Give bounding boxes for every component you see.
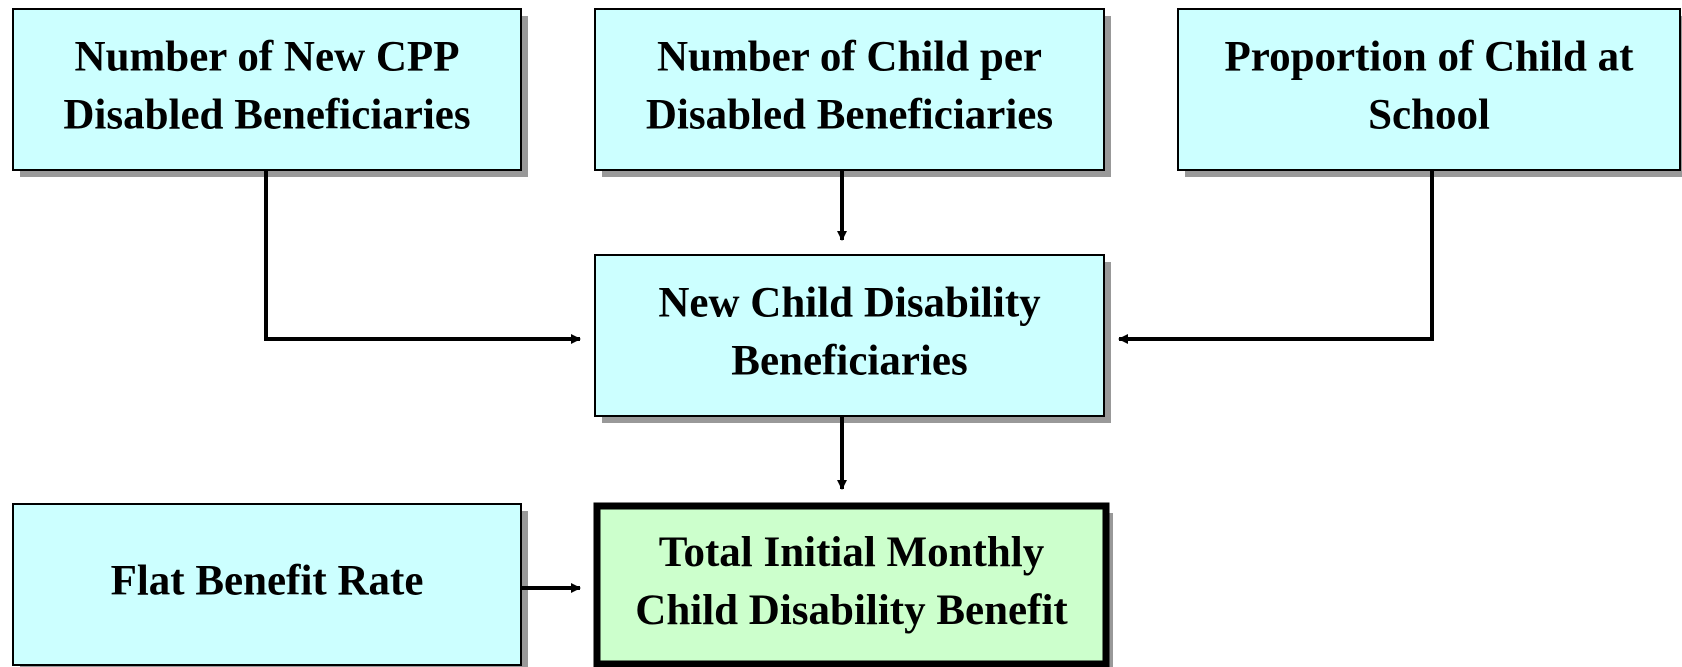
node-box: [593, 502, 1110, 667]
node-box: [594, 8, 1105, 171]
node-box: [12, 8, 522, 171]
node: Total Initial Monthly Child Disability Be…: [593, 502, 1113, 667]
connectors: [264, 170, 1434, 593]
node-label: Disabled Beneficiaries: [63, 91, 470, 138]
node-label: School: [1368, 91, 1490, 138]
node: Number of Child per Disabled Beneficiarie…: [594, 8, 1111, 177]
node: New Child Disability Beneficiaries: [594, 254, 1111, 423]
node-label: Number of Child per: [657, 33, 1042, 80]
node-label: Proportion of Child at: [1225, 33, 1635, 80]
node-box: [12, 503, 522, 666]
node-label: Total Initial Monthly: [659, 529, 1045, 576]
node: Number of New CPP Disabled Beneficiaries: [12, 8, 528, 177]
node-label: Child Disability Benefit: [635, 587, 1068, 634]
node-box: [1177, 8, 1681, 171]
node-label: Number of New CPP: [75, 33, 460, 80]
node-box: [594, 254, 1105, 417]
node: Flat Benefit Rate: [12, 503, 528, 667]
node-label: New Child Disability: [658, 279, 1041, 326]
arrow: [264, 170, 581, 344]
node-label: Disabled Beneficiaries: [646, 91, 1053, 138]
node-label: Flat Benefit Rate: [111, 557, 424, 604]
node: Proportion of Child at School: [1177, 8, 1682, 177]
arrow: [1118, 170, 1434, 344]
node-label: Beneficiaries: [731, 337, 967, 384]
